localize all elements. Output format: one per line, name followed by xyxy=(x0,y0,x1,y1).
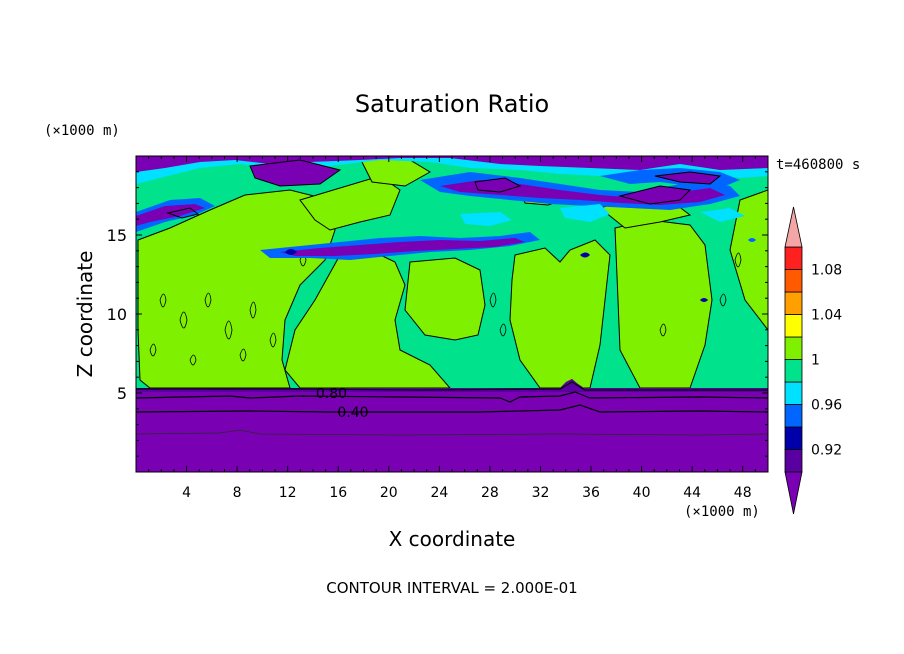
x-tick-label: 12 xyxy=(279,485,297,501)
contour-line-0.80 xyxy=(136,391,768,403)
contour-line-0.20 xyxy=(136,429,768,436)
y-tick-label: 15 xyxy=(107,226,127,245)
upper-dry-streaks xyxy=(136,156,768,302)
contour-label: 0.40 xyxy=(337,405,368,421)
contour-interval-footer: CONTOUR INTERVAL = 2.000E-01 xyxy=(326,579,577,597)
x-tick-label: 44 xyxy=(683,485,701,501)
y-tick-label: 10 xyxy=(107,305,127,324)
speckle-contours xyxy=(149,252,742,366)
x-tick-label: 48 xyxy=(734,485,752,501)
x-tick-label: 28 xyxy=(481,485,499,501)
x-unit-label: (×1000 m) xyxy=(684,504,760,520)
colorbar-segment xyxy=(784,381,803,405)
y-axis-title: Z coordinate xyxy=(73,251,97,378)
colorbar-segment xyxy=(784,359,803,383)
y-unit-label: (×1000 m) xyxy=(44,123,120,139)
x-tick-label: 36 xyxy=(582,485,600,501)
x-tick-label: 8 xyxy=(233,485,242,501)
x-tick-label: 24 xyxy=(430,485,448,501)
colorbar-tick-label: 1.08 xyxy=(811,263,842,279)
x-tick-label: 40 xyxy=(633,485,651,501)
x-tick-label: 4 xyxy=(182,485,191,501)
x-tick-label: 32 xyxy=(532,485,550,501)
x-axis-ticks: 4 8 12 16 20 24 28 32 36 40 44 48 xyxy=(148,156,756,501)
colorbar-segment xyxy=(784,246,803,270)
x-tick-label: 20 xyxy=(380,485,398,501)
colorbar-tick-label: 1.04 xyxy=(811,308,842,324)
colorbar-under-arrow xyxy=(784,471,803,515)
colorbar-tick-label: 1 xyxy=(811,353,820,369)
lime-regions xyxy=(137,157,768,389)
colorbar-tick-label: 0.96 xyxy=(811,398,842,414)
y-tick-label: 5 xyxy=(117,384,127,403)
contour-line-1.0 xyxy=(136,381,768,391)
colorbar: 0.92 0.96 1 1.04 1.08 xyxy=(784,206,842,515)
y-axis-ticks: 5 10 15 xyxy=(107,171,768,457)
colorbar-segment xyxy=(784,336,803,360)
colorbar-segment xyxy=(784,426,803,450)
colorbar-tick-label: 0.92 xyxy=(811,443,842,459)
colorbar-over-arrow xyxy=(784,206,803,248)
colorbar-segment xyxy=(784,404,803,428)
contour-field: 0.80 0.40 xyxy=(136,156,768,472)
contour-line-0.40 xyxy=(136,404,768,413)
colorbar-segment xyxy=(784,291,803,315)
colorbar-segment xyxy=(784,314,803,338)
time-label: t=460800 s xyxy=(776,157,860,173)
colorbar-segment xyxy=(784,449,803,473)
lower-dry-layer xyxy=(136,379,768,472)
x-tick-label: 16 xyxy=(329,485,347,501)
x-axis-title: X coordinate xyxy=(389,527,516,551)
colorbar-segment xyxy=(784,269,803,293)
chart-title: Saturation Ratio xyxy=(355,90,549,118)
contour-label: 0.80 xyxy=(316,386,347,402)
